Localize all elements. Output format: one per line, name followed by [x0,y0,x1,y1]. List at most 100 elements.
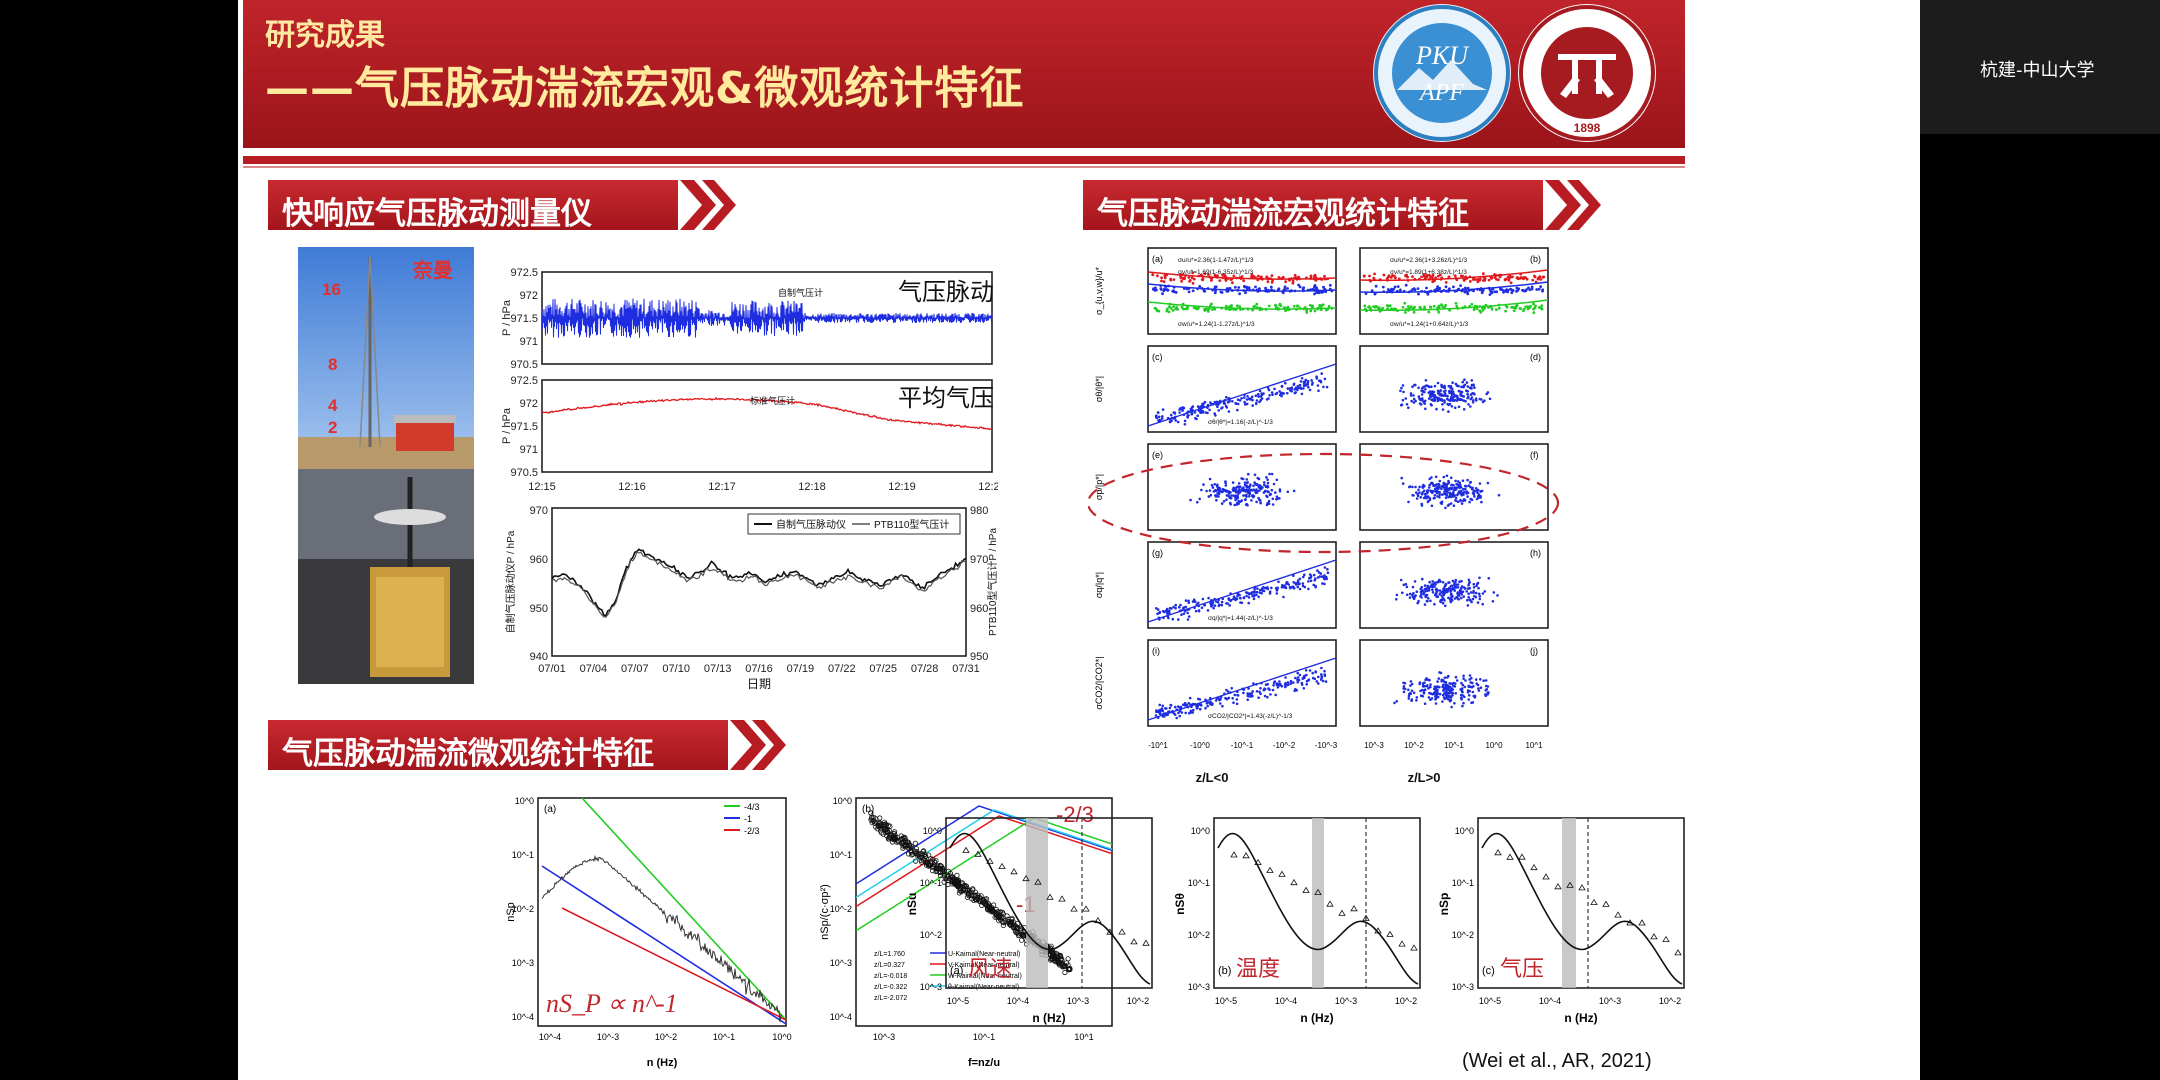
macro-point [1468,500,1471,504]
macro-point [1465,381,1469,384]
macro-point [1442,475,1446,479]
macro-point [1165,609,1168,612]
macro-point [1191,289,1195,293]
macro-point [1418,681,1422,684]
spec-b-point [906,851,912,857]
macro-fit [1147,559,1337,623]
macro-point [1457,384,1460,388]
spec-b-point [996,914,1002,920]
macro-point [1185,703,1189,707]
macro-point [1213,285,1217,289]
macro-point [1438,479,1442,483]
macro-point [1295,387,1299,390]
macro-point [1316,569,1319,572]
macro-point [1275,391,1279,395]
macro-point [1462,677,1465,680]
macro-point [1169,704,1173,707]
macro-point [1403,301,1407,305]
macro-point [1427,597,1430,600]
macro-point [1440,487,1443,491]
macro-point [1257,496,1260,500]
spec-b-point [1056,962,1062,968]
macro-point [1245,594,1248,598]
macro-point [1462,499,1465,502]
macro-point [1532,302,1535,306]
macro-point [1224,481,1227,485]
macro-point [1411,385,1414,388]
macro-point [1294,391,1297,394]
ts3-yright: 950 [970,651,988,663]
macro-point [1462,278,1466,281]
ts3-line-0 [551,548,967,617]
macro-point [1264,286,1267,290]
macro-point [1541,289,1544,293]
macro-point [1253,587,1256,591]
macro-point [1428,305,1432,309]
macro-point [1232,274,1236,278]
spec-b-point [978,893,984,899]
macro-point [1290,390,1293,393]
macro-point [1470,701,1473,704]
macro-point [1470,600,1473,604]
macro-point [1442,591,1446,594]
macro-point [1459,499,1462,503]
macro-point [1460,681,1463,685]
spec-b-point [988,908,994,914]
macro-point [1451,491,1455,494]
macro-point [1228,604,1231,607]
small-spec-ylabel: nSu [905,893,919,916]
macro-point [1433,399,1437,403]
macro-point [1451,381,1454,384]
spec-a-ylabel: nSp [505,902,517,922]
macro-point [1324,680,1328,683]
macro-point [1474,595,1478,599]
macro-point [1495,277,1498,281]
ts2-inner-label: 标准气压计 [750,395,795,406]
macro-point [1445,683,1449,687]
macro-point [1441,693,1445,697]
header-title: ——气压脉动湍流宏观&微观统计特征 [265,63,1025,114]
spec-b-point [892,834,898,841]
small-spec-marker [1326,900,1334,907]
macro-point [1243,284,1246,288]
macro-point [1440,485,1444,488]
photo-height-8: 8 [328,355,337,374]
macro-point [1225,498,1228,501]
macro-point [1469,386,1473,389]
small-spec-marker [998,862,1006,869]
macro-point [1461,704,1464,708]
macro-point [1308,573,1312,576]
macro-point [1425,275,1429,279]
macro-point [1278,390,1281,393]
macro-point [1412,597,1416,600]
macro-point [1231,400,1234,403]
macro-point [1460,385,1463,389]
macro-point [1420,502,1423,506]
macro-panel [1147,247,1337,335]
macro-point [1217,492,1221,496]
spec-a-legend-2: -2/3 [744,826,760,836]
macro-point [1478,597,1482,601]
macro-point [1286,490,1290,494]
macro-point [1463,286,1467,290]
macro-point [1214,488,1217,492]
macro-point [1291,279,1295,283]
macro-point [1441,403,1444,406]
macro-point [1242,596,1246,600]
macro-point [1467,578,1471,582]
macro-point [1439,580,1442,583]
chevron-right-icon [680,180,736,230]
macro-point [1477,279,1480,282]
macro-point [1504,277,1508,281]
macro-point [1442,394,1445,397]
macro-point [1467,694,1471,697]
macro-point [1278,680,1281,683]
macro-point [1443,399,1446,402]
macro-point [1454,496,1458,500]
macro-point [1247,286,1251,290]
macro-point [1306,381,1310,385]
macro-point [1161,609,1165,613]
macro-point [1393,307,1396,311]
spec-a-line-red [561,907,787,1021]
spec-a-line-green [581,797,787,1021]
